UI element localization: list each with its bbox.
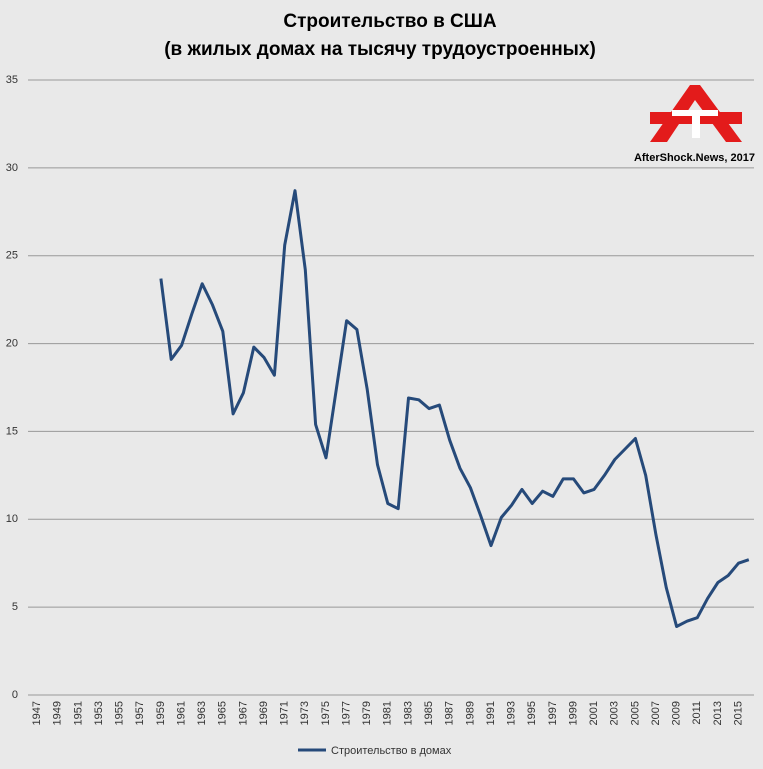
x-tick-label: 1967 (237, 701, 249, 725)
x-tick-label: 1949 (52, 701, 64, 725)
x-tick-label: 1963 (196, 701, 208, 725)
x-tick-label: 1969 (258, 701, 270, 725)
x-tick-label: 1959 (155, 701, 167, 725)
x-tick-label: 1977 (340, 701, 352, 725)
y-tick-label: 0 (12, 689, 18, 701)
legend-label: Строительство в домах (331, 745, 452, 757)
x-tick-label: 1987 (444, 701, 456, 725)
watermark: AfterShock.News, 2017 (634, 152, 755, 164)
x-tick-label: 1997 (547, 701, 559, 725)
x-tick-label: 1955 (114, 701, 126, 725)
x-tick-label: 1975 (320, 701, 332, 725)
x-tick-label: 1951 (72, 701, 84, 725)
x-tick-label: 1971 (279, 701, 291, 725)
x-tick-label: 2015 (732, 701, 744, 725)
x-tick-label: 2013 (712, 701, 724, 725)
x-tick-label: 1953 (93, 701, 105, 725)
x-tick-label: 1947 (31, 701, 43, 725)
y-tick-label: 30 (6, 162, 18, 174)
x-tick-label: 2001 (588, 701, 600, 725)
chart-title: Строительство в США (283, 11, 497, 32)
y-tick-label: 5 (12, 601, 18, 613)
x-tick-label: 1965 (217, 701, 229, 725)
y-tick-label: 35 (6, 74, 18, 86)
x-tick-label: 1983 (402, 701, 414, 725)
series-line (159, 189, 750, 628)
x-tick-label: 1973 (299, 701, 311, 725)
x-tick-label: 2005 (629, 701, 641, 725)
x-tick-label: 1957 (134, 701, 146, 725)
chart-subtitle: (в жилых домах на тысячу трудоустроенных… (164, 39, 596, 60)
x-tick-label: 1981 (382, 701, 394, 725)
x-tick-label: 2003 (609, 701, 621, 725)
x-tick-label: 1985 (423, 701, 435, 725)
x-tick-label: 1999 (567, 701, 579, 725)
x-tick-label: 2007 (650, 701, 662, 725)
y-tick-label: 10 (6, 513, 18, 525)
x-tick-label: 2009 (671, 701, 683, 725)
y-tick-label: 20 (6, 337, 18, 349)
x-tick-label: 1979 (361, 701, 373, 725)
logo (650, 85, 742, 142)
x-tick-label: 1989 (464, 701, 476, 725)
x-tick-label: 1961 (175, 701, 187, 725)
x-tick-label: 2011 (691, 701, 703, 725)
x-tick-label: 1995 (526, 701, 538, 725)
x-tick-label: 1991 (485, 701, 497, 725)
y-tick-label: 25 (6, 250, 18, 262)
y-tick-label: 15 (6, 425, 18, 437)
x-tick-label: 1993 (506, 701, 518, 725)
